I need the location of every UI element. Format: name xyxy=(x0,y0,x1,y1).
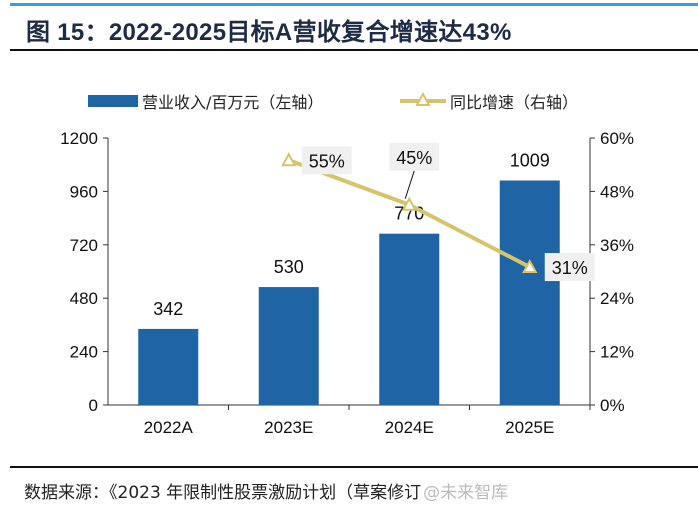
bar-2023E xyxy=(258,287,319,405)
right-tick-label: 0% xyxy=(600,396,625,415)
source-divider xyxy=(10,466,698,468)
growth-label: 45% xyxy=(396,148,432,168)
title-divider xyxy=(10,49,698,51)
bar-2024E xyxy=(379,233,440,405)
growth-label-box xyxy=(389,142,440,171)
figure-title: 图 15：2022-2025目标A营收复合增速达43% xyxy=(26,19,512,46)
growth-label: 55% xyxy=(309,151,345,171)
growth-marker xyxy=(281,152,297,167)
chart: 0 240 480 720 960 1200 0% 12% 24% 36% 48% 60% 2022A 2… xyxy=(60,91,634,437)
growth-label: 31% xyxy=(552,258,588,278)
legend-bar-swatch xyxy=(88,95,138,107)
left-tick-label: 1200 xyxy=(60,129,98,148)
growth-marker xyxy=(401,196,417,211)
x-tick-label: 2022A xyxy=(144,418,194,437)
x-tick-label: 2023E xyxy=(264,418,313,437)
left-tick-label: 240 xyxy=(70,343,98,362)
left-tick-label: 0 xyxy=(89,396,98,415)
right-tick-label: 12% xyxy=(600,343,634,362)
right-tick-label: 60% xyxy=(600,129,634,148)
left-tick-label: 960 xyxy=(70,182,98,201)
bar-label: 530 xyxy=(274,257,304,277)
top-accent-line xyxy=(10,3,698,6)
growth-label-box xyxy=(544,253,595,282)
bar-2022A xyxy=(138,328,199,405)
left-tick-label: 480 xyxy=(70,289,98,308)
source-note: 数据来源：《2023 年限制性股票激励计划（草案修订 @未来智库 xyxy=(24,478,508,503)
legend-line-label: 同比增速（右轴） xyxy=(450,93,578,112)
bar-label: 1009 xyxy=(510,150,550,170)
right-tick-label: 48% xyxy=(600,182,634,201)
left-tick-label: 720 xyxy=(70,236,98,255)
source-text: 数据来源：《2023 年限制性股票激励计划（草案修订 xyxy=(24,483,422,503)
growth-label-box xyxy=(301,146,352,175)
growth-marker xyxy=(522,258,538,274)
bar-2025E xyxy=(499,180,560,405)
legend-bar-label: 营业收入/百万元（左轴） xyxy=(142,93,323,112)
right-tick-label: 24% xyxy=(600,289,634,308)
bar-label: 342 xyxy=(153,299,183,319)
x-tick-label: 2024E xyxy=(385,418,434,437)
watermark: @未来智库 xyxy=(423,483,509,503)
right-tick-label: 36% xyxy=(600,236,634,255)
legend-triangle-icon xyxy=(415,91,431,106)
leader-line xyxy=(404,170,415,199)
x-tick-label: 2025E xyxy=(505,418,554,437)
